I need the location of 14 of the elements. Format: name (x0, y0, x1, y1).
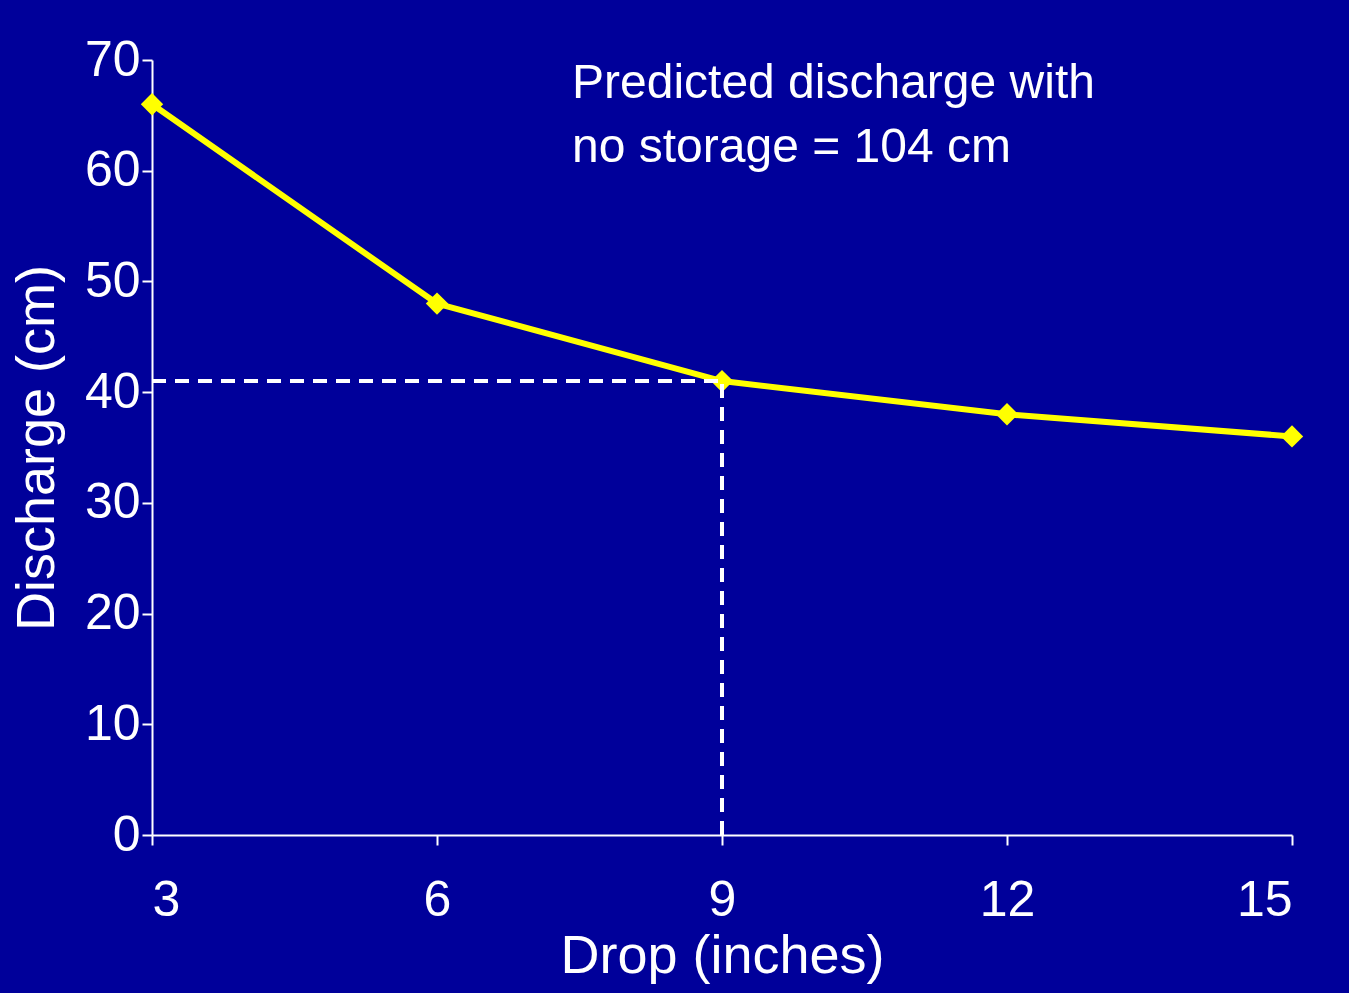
y-tick-label: 40 (84, 362, 141, 419)
y-tick-label: 50 (84, 251, 141, 308)
y-axis-title: Discharge (cm) (4, 264, 65, 632)
y-tick-label: 20 (84, 584, 141, 641)
y-tick-label: 10 (84, 694, 141, 751)
x-tick-label: 15 (1236, 870, 1293, 927)
x-tick-label: 6 (423, 870, 452, 927)
y-tick-label: 60 (84, 141, 141, 198)
annotation: Predicted discharge with no storage = 104 cm (572, 55, 1095, 172)
y-tick-label: 70 (84, 30, 141, 87)
x-tick-label: 12 (979, 870, 1036, 927)
y-tick-label: 30 (84, 473, 141, 530)
y-tick-label: 0 (112, 805, 141, 862)
x-tick-label: 3 (152, 870, 181, 927)
